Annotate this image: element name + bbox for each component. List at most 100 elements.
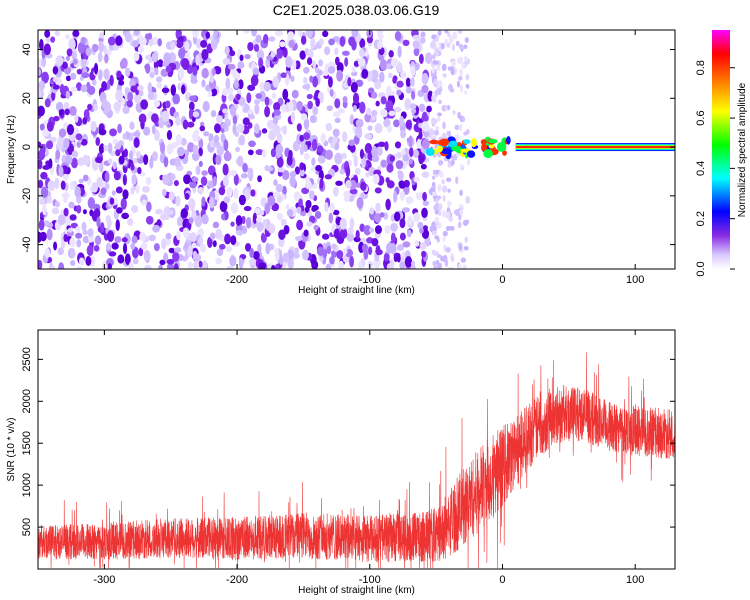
spectrogram-cell	[69, 237, 76, 248]
spectrogram-cell	[434, 47, 438, 53]
spectrogram-cell	[192, 144, 199, 155]
spectrogram-cell	[158, 264, 163, 269]
spectrogram-cell	[98, 128, 107, 136]
signal-blob	[436, 145, 443, 153]
spectrogram-cell	[168, 247, 175, 254]
spectrogram-cell	[395, 152, 402, 159]
spectrogram-cell	[159, 259, 166, 266]
spectrogram-cell	[202, 259, 207, 269]
spectrogram-cell	[444, 30, 449, 34]
spectrogram-cell	[332, 128, 340, 138]
spectrogram-cell	[52, 84, 60, 90]
spectrogram-cell	[91, 43, 99, 53]
spectrogram-cell	[87, 103, 93, 111]
spectrogram-cell	[199, 125, 206, 132]
spectrogram-cell	[248, 258, 257, 266]
spectrogram-cell	[397, 170, 404, 181]
spectrogram-y-axis-label: Frequency (Hz)	[6, 115, 17, 184]
spectrogram-cell	[230, 221, 235, 227]
spectrogram-cell	[137, 85, 144, 92]
spectrogram-cell	[72, 58, 78, 65]
spectrogram-cell	[270, 129, 278, 136]
spectrogram-cell	[434, 216, 439, 224]
spectrogram-cell	[218, 186, 226, 196]
spectrogram-cell	[124, 108, 130, 114]
spectrogram-cell	[376, 30, 383, 37]
spectrogram-cell	[46, 228, 53, 241]
spectrogram-cell	[343, 190, 351, 198]
spectrogram-cell	[38, 219, 45, 231]
spectrogram-cell	[334, 98, 341, 109]
spectrogram-cell	[261, 149, 267, 158]
spectrogram-cell	[334, 117, 341, 124]
spectrogram-cell	[58, 165, 64, 178]
spectrogram-cell	[192, 30, 199, 38]
spectrogram-cell	[212, 176, 217, 187]
spectrogram-cell	[291, 58, 297, 71]
spectrogram-cell	[168, 191, 175, 201]
spectrogram-cell	[422, 200, 430, 206]
spectrogram-cell	[115, 142, 122, 150]
spectrogram-cell	[356, 127, 363, 139]
spectrogram-cell	[43, 43, 51, 56]
spectrogram-cell	[129, 121, 135, 130]
spectrogram-cell	[296, 206, 302, 214]
spectrogram-cell	[315, 97, 320, 107]
spectrogram-cell	[146, 201, 152, 212]
spectrogram-cell	[412, 34, 420, 40]
spectrogram-cell	[101, 81, 108, 91]
spectrogram-cell	[131, 235, 138, 244]
spectrogram-cell	[359, 101, 366, 114]
spectrogram-cell	[442, 121, 446, 130]
spectrogram-cell	[238, 134, 245, 146]
spectrogram-cell	[114, 236, 122, 243]
spectrogram-cell	[349, 188, 358, 195]
spectrogram-cell	[396, 253, 401, 263]
spectrogram-cell	[274, 250, 280, 262]
spectrogram-cell	[121, 212, 130, 220]
spectrogram-cell	[293, 247, 299, 254]
spectrogram-cell	[448, 266, 454, 269]
spectrogram-cell	[262, 34, 269, 44]
spectrogram-cell	[222, 176, 229, 187]
spectrogram-cell	[63, 196, 68, 204]
spectrogram-cell	[449, 87, 455, 93]
spectrogram-cell	[233, 78, 239, 89]
spectrogram-cell	[111, 190, 116, 196]
spectrogram-cell	[180, 137, 187, 147]
spectrogram-cell	[256, 49, 265, 61]
spectrogram-cell	[211, 67, 216, 76]
spectrogram-cell	[63, 214, 72, 226]
spectrogram-cell	[402, 39, 410, 47]
spectrogram-cell	[257, 175, 262, 183]
spectrogram-y-tick-label: 20	[21, 92, 33, 104]
spectrogram-cell	[147, 91, 155, 101]
spectrogram-cell	[461, 62, 466, 69]
spectrogram-cell	[441, 185, 448, 193]
spectrogram-cell	[336, 69, 344, 82]
spectrogram-cell	[235, 146, 241, 153]
spectrogram-cell	[318, 38, 324, 46]
spectrogram-cell	[149, 157, 154, 169]
spectrogram-cell	[143, 154, 149, 166]
spectrogram-cell	[447, 161, 452, 168]
signal-blob	[496, 141, 507, 152]
spectrogram-cell	[461, 116, 466, 123]
spectrogram-cell	[189, 181, 197, 189]
spectrogram-cell	[405, 119, 412, 130]
spectrogram-cell	[377, 141, 386, 148]
spectrogram-cell	[198, 260, 203, 268]
spectrogram-cell	[131, 40, 139, 48]
spectrogram-cell	[410, 260, 416, 267]
spectrogram-cell	[57, 214, 66, 226]
spectrogram-cell	[165, 100, 171, 109]
spectrogram-cell	[354, 167, 361, 176]
spectrogram-cell	[466, 158, 471, 166]
spectrogram-cell	[156, 82, 163, 89]
spectrogram-cell	[72, 30, 80, 37]
spectrogram-cell	[367, 246, 373, 256]
spectrogram-cell	[93, 62, 99, 75]
spectrogram-cell	[86, 244, 94, 257]
spectrogram-cell	[69, 214, 77, 221]
